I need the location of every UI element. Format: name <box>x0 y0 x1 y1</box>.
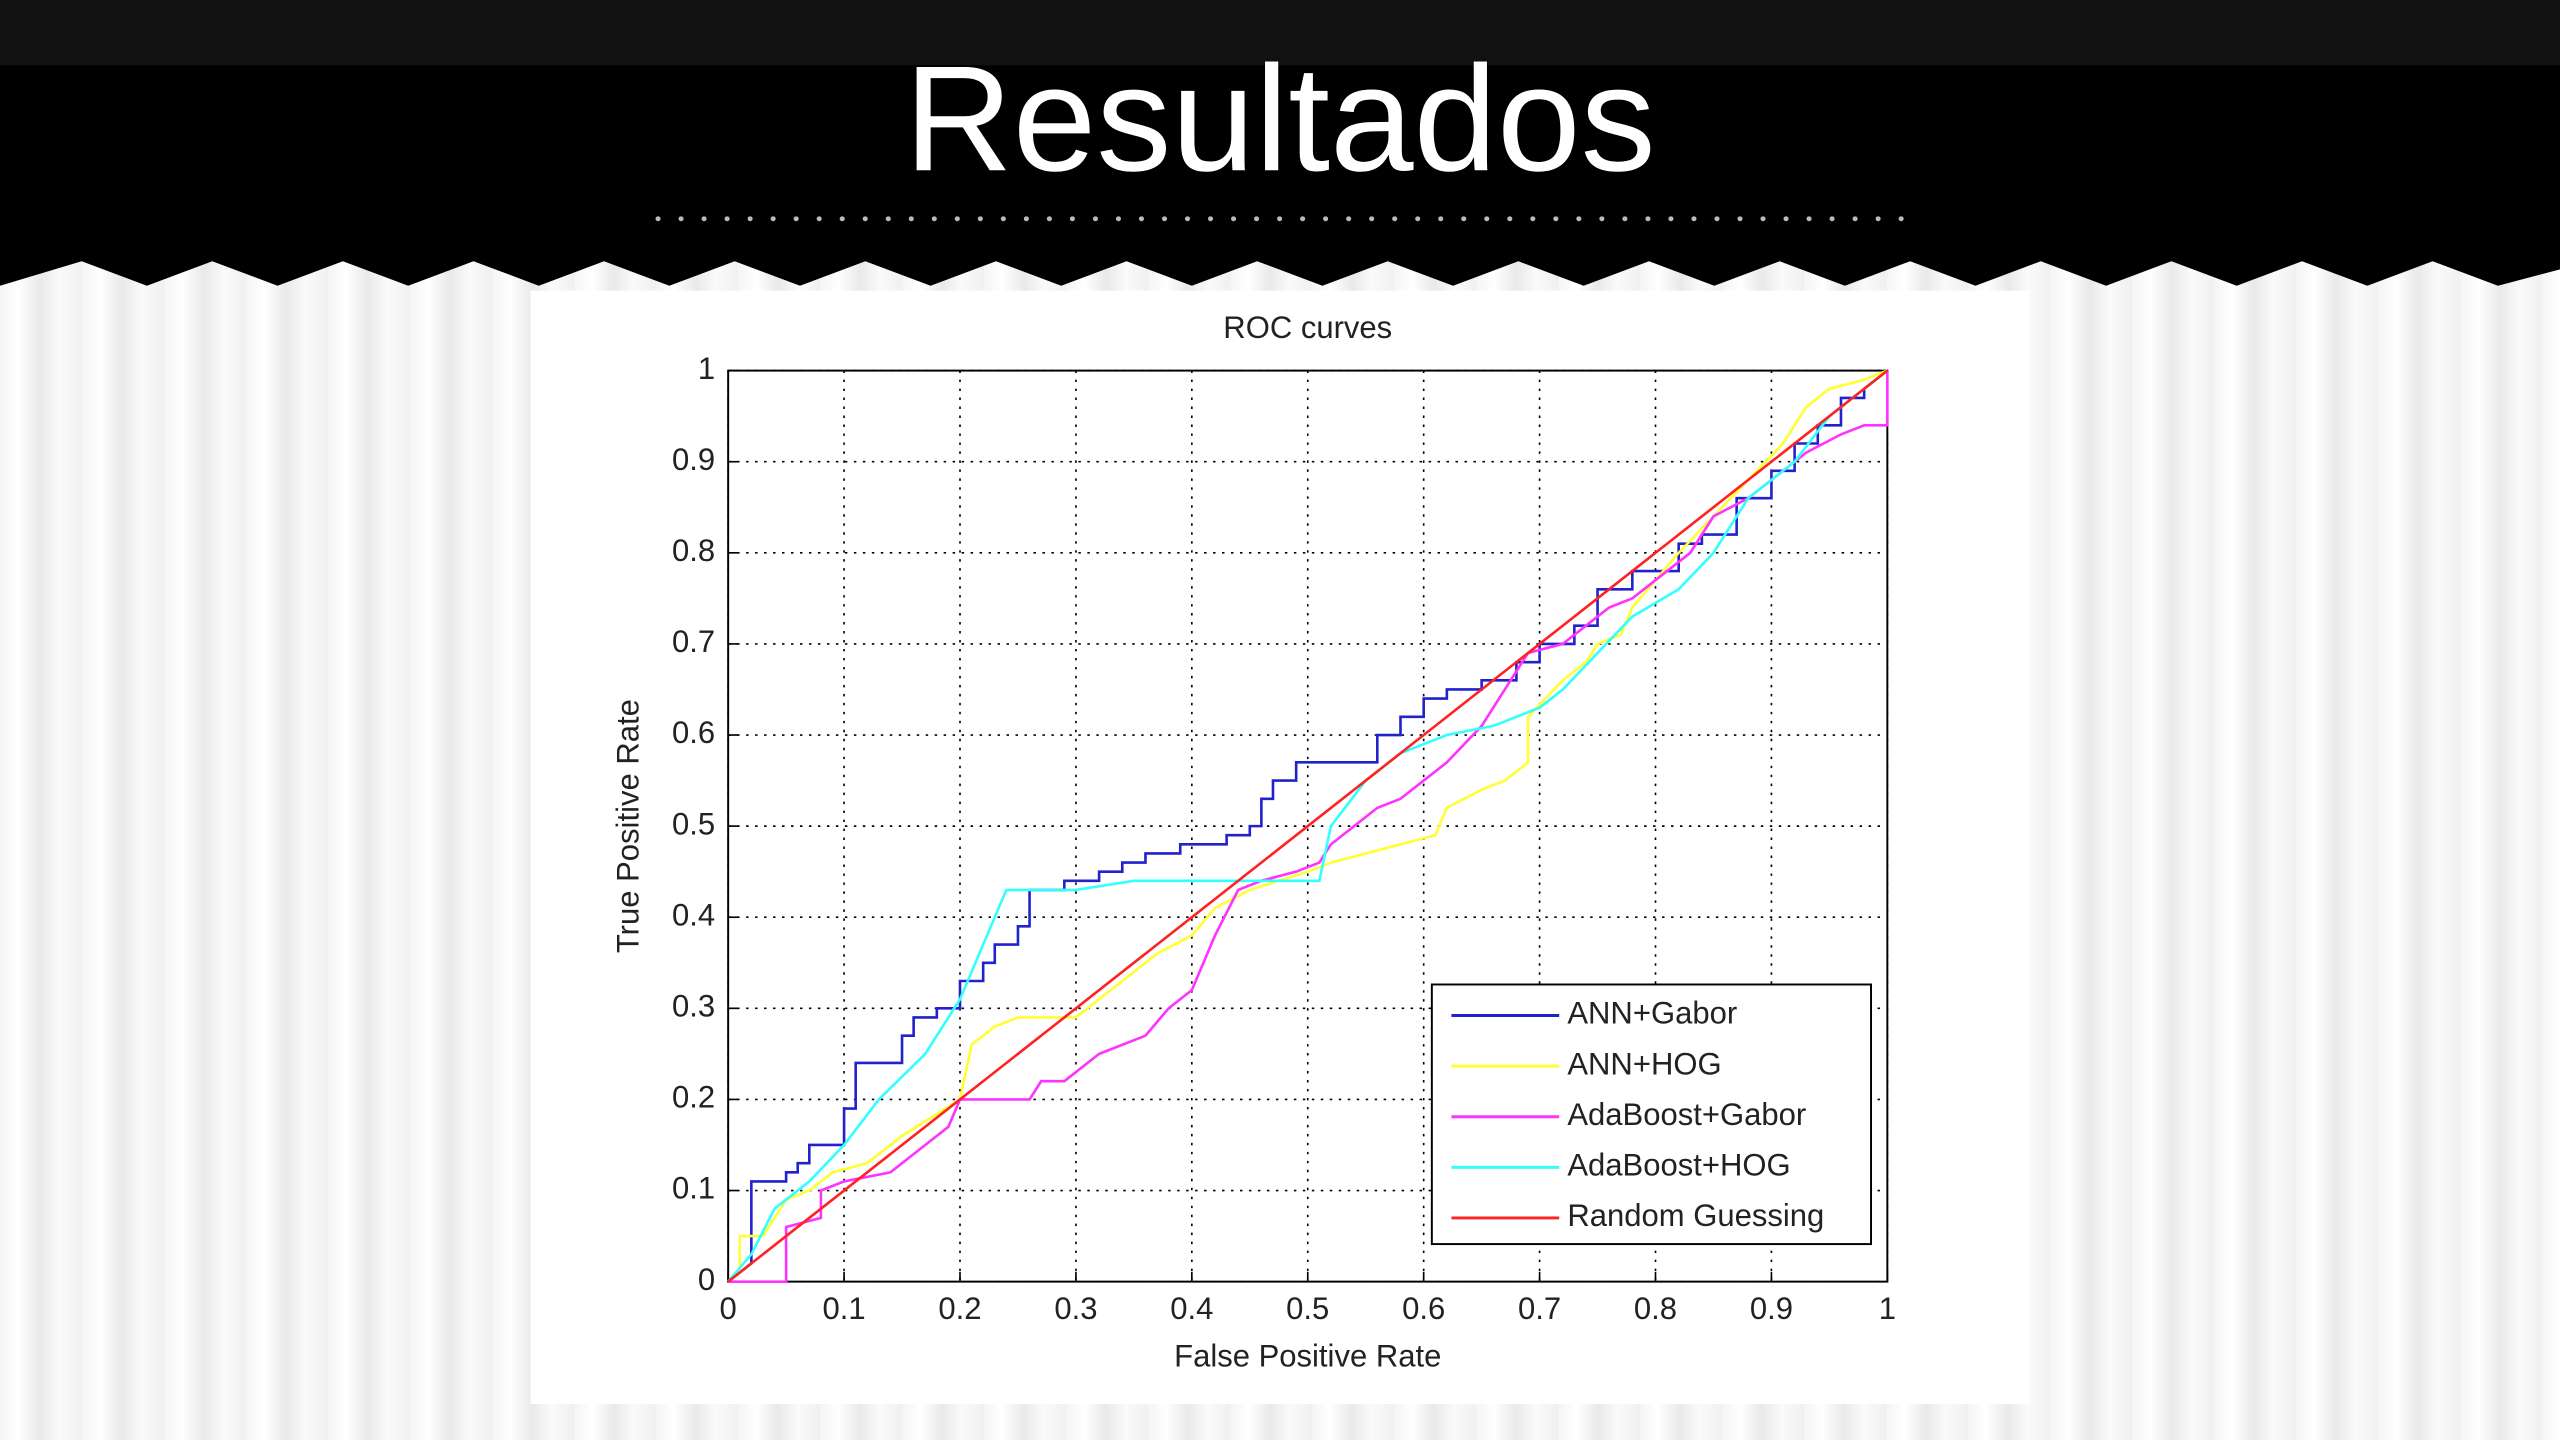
chart-title: ROC curves <box>1223 310 1392 345</box>
legend-label: Random Guessing <box>1567 1198 1824 1233</box>
x-tick-label: 0.3 <box>1054 1291 1097 1326</box>
series-line <box>727 369 1888 1283</box>
legend-box <box>1430 983 1873 1246</box>
legend-label: AdaBoost+Gabor <box>1567 1097 1806 1132</box>
y-axis-label: True Positive Rate <box>610 699 645 953</box>
x-tick-label: 0.2 <box>938 1291 981 1326</box>
y-tick-label: 0.5 <box>672 806 715 841</box>
x-tick-label: 0.6 <box>1402 1291 1445 1326</box>
x-tick-label: 0.8 <box>1634 1291 1677 1326</box>
series-line <box>728 370 1889 1283</box>
y-tick-label: 1 <box>698 351 715 386</box>
x-tick-label: 0.5 <box>1286 1291 1329 1326</box>
y-tick-label: 0.1 <box>672 1171 715 1206</box>
y-tick-label: 0.8 <box>672 533 715 568</box>
y-tick-label: 0.9 <box>672 442 715 477</box>
slide-title: Resultados <box>904 34 1655 202</box>
x-tick-label: 0 <box>720 1291 737 1326</box>
x-tick-label: 1 <box>1879 1291 1896 1326</box>
y-tick-label: 0.4 <box>672 897 715 932</box>
y-tick-label: 0.6 <box>672 715 715 750</box>
y-tick-label: 0.3 <box>672 989 715 1024</box>
x-tick-label: 0.4 <box>1170 1291 1213 1326</box>
y-tick-label: 0.2 <box>672 1080 715 1115</box>
legend-label: ANN+Gabor <box>1567 996 1737 1031</box>
y-tick-label: 0 <box>698 1262 715 1297</box>
x-tick-label: 0.9 <box>1750 1291 1793 1326</box>
legend-label: ANN+HOG <box>1567 1046 1721 1081</box>
series-line <box>727 369 1889 1283</box>
header-band <box>0 0 2560 286</box>
plot-frame <box>727 369 1889 1283</box>
series-line <box>727 369 1889 1283</box>
x-tick-label: 0.7 <box>1518 1291 1561 1326</box>
series-line <box>727 369 1889 1283</box>
x-tick-label: 0.1 <box>823 1291 866 1326</box>
chart: ROC curves False Positive Rate True Positi… <box>610 310 1896 1374</box>
x-axis-label: False Positive Rate <box>1174 1339 1441 1374</box>
top-strip <box>0 0 2560 66</box>
legend-label: AdaBoost+HOG <box>1567 1148 1790 1183</box>
y-tick-label: 0.7 <box>672 624 715 659</box>
